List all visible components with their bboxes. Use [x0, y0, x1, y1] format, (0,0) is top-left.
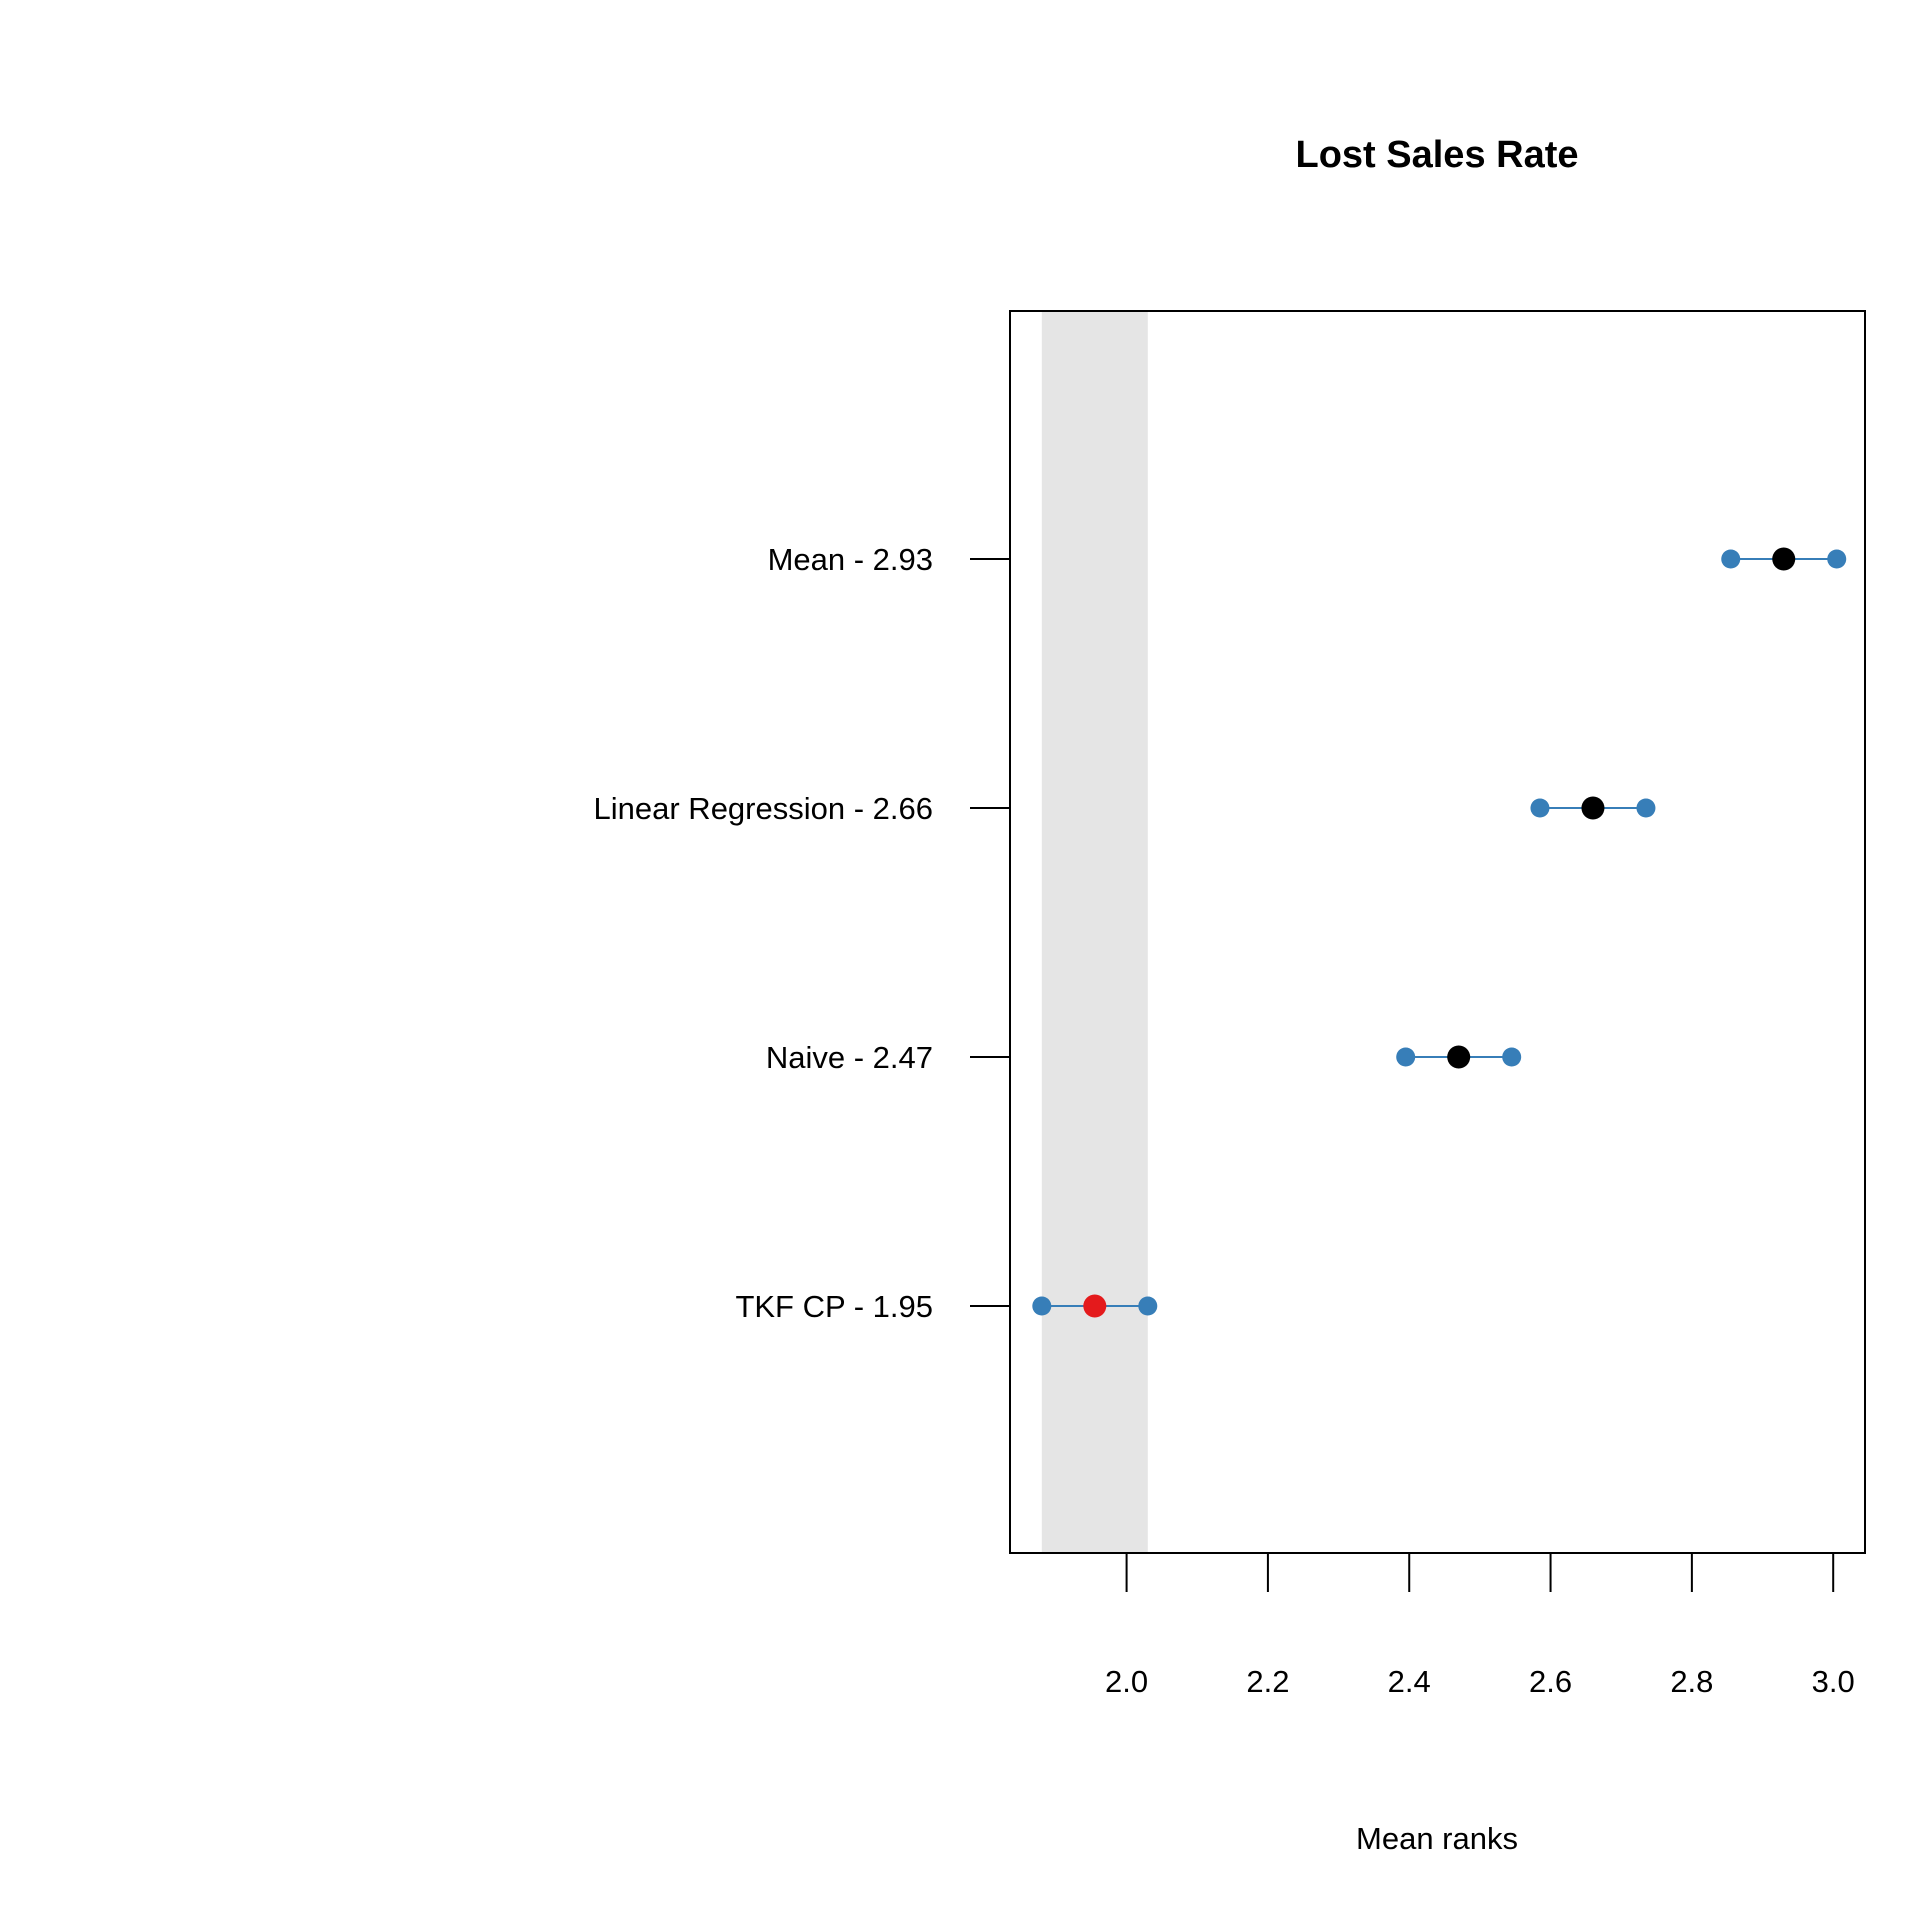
y-axis: Mean - 2.93 Linear Regression - 2.66 Naive… — [594, 542, 1010, 1324]
mean-rank-point — [1083, 1294, 1107, 1318]
interval-upper-point — [1502, 1047, 1522, 1067]
x-tick-label: 2.6 — [1529, 1664, 1572, 1699]
x-tick-label: 2.8 — [1670, 1664, 1713, 1699]
x-tick-label: 2.0 — [1105, 1664, 1148, 1699]
interval-lower-point — [1530, 798, 1550, 818]
chart-marks — [1032, 547, 1847, 1318]
plot-frame — [1009, 310, 1866, 1554]
critical-difference-band — [1041, 312, 1148, 1552]
x-tick-label: 3.0 — [1812, 1664, 1855, 1699]
x-axis-label: Mean ranks — [1356, 1821, 1518, 1856]
interval-lower-point — [1721, 549, 1741, 569]
mean-rank-point — [1447, 1045, 1471, 1069]
y-tick-label: Naive - 2.47 — [766, 1040, 933, 1075]
mean-rank-point — [1581, 796, 1605, 820]
interval-lower-point — [1396, 1047, 1416, 1067]
y-tick-label: Linear Regression - 2.66 — [594, 791, 933, 826]
x-tick-label: 2.2 — [1246, 1664, 1289, 1699]
x-axis: 2.0 2.2 2.4 2.6 2.8 3.0 — [1105, 1553, 1855, 1699]
y-tick-label: TKF CP - 1.95 — [735, 1289, 933, 1324]
interval-upper-point — [1636, 798, 1656, 818]
interval-upper-point — [1827, 549, 1847, 569]
interval-lower-point — [1032, 1296, 1052, 1316]
x-tick-label: 2.4 — [1388, 1664, 1431, 1699]
y-tick-label: Mean - 2.93 — [768, 542, 933, 577]
mean-rank-point — [1772, 547, 1796, 571]
chart-title: Lost Sales Rate — [1296, 134, 1579, 176]
interval-upper-point — [1138, 1296, 1158, 1316]
